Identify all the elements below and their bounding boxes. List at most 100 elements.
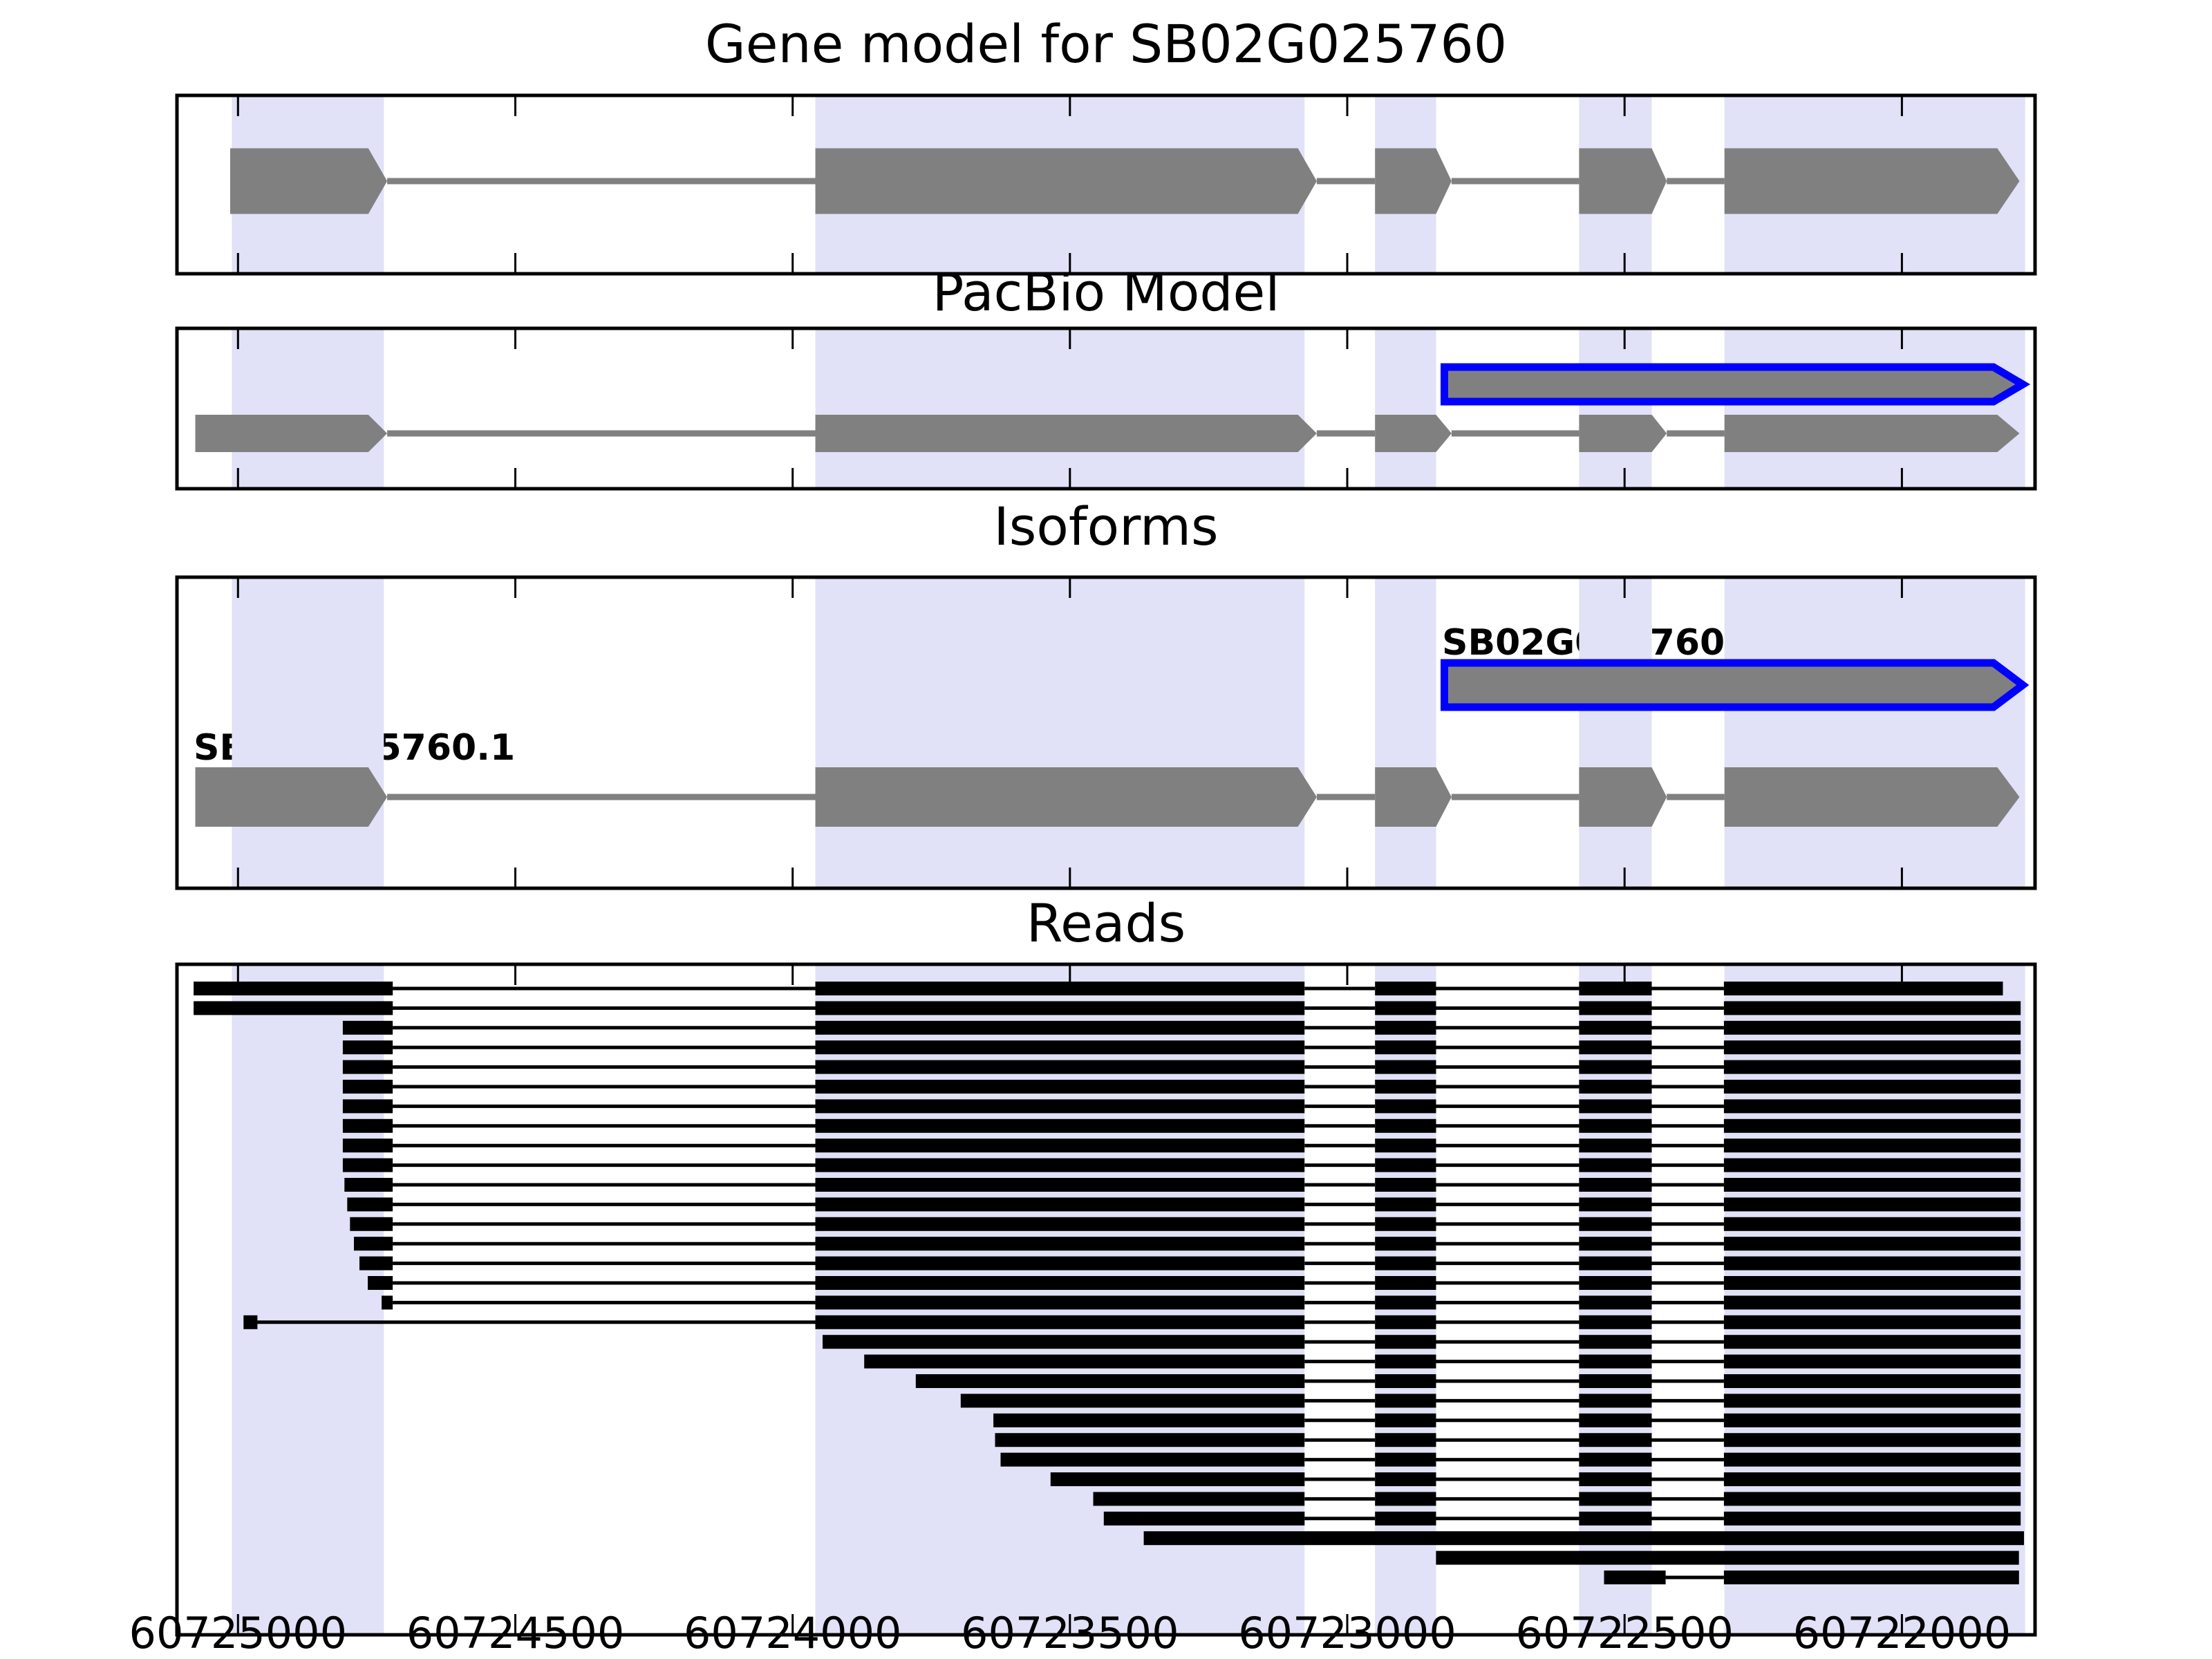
read-segment bbox=[815, 1020, 1305, 1035]
read-segment bbox=[1723, 1217, 2021, 1231]
read-segment bbox=[350, 1217, 393, 1231]
panel-border bbox=[175, 962, 2037, 1637]
read-segment bbox=[1723, 1237, 2021, 1251]
read-segment bbox=[342, 1138, 393, 1153]
read-segment bbox=[960, 1394, 1305, 1408]
read-segment bbox=[1579, 1118, 1652, 1133]
read-segment bbox=[1579, 1394, 1652, 1408]
read-segment bbox=[1375, 1413, 1436, 1427]
read-segment bbox=[1723, 1158, 2021, 1172]
exon-arrow bbox=[1724, 148, 2020, 214]
read-segment bbox=[1375, 1020, 1436, 1035]
exon-band bbox=[1579, 328, 1652, 489]
read-segment bbox=[347, 1197, 393, 1212]
exon-band bbox=[232, 328, 384, 489]
read-segment bbox=[815, 1178, 1305, 1192]
read-segment bbox=[342, 1118, 393, 1133]
read-segment bbox=[1375, 1335, 1436, 1349]
read-segment bbox=[342, 1080, 393, 1094]
read-segment bbox=[1375, 1354, 1436, 1369]
read-segment bbox=[815, 1295, 1305, 1310]
panel-reads bbox=[175, 962, 2037, 1637]
read-segment bbox=[1375, 1452, 1436, 1467]
read-segment bbox=[1143, 1531, 2024, 1546]
read-segment bbox=[1723, 1374, 2021, 1388]
exon-arrow bbox=[1724, 415, 2020, 452]
exon-band bbox=[1375, 577, 1436, 888]
read-segment bbox=[1723, 1118, 2021, 1133]
read-segment bbox=[1375, 1394, 1436, 1408]
exon-arrow bbox=[230, 148, 388, 214]
read-segment bbox=[354, 1237, 393, 1251]
read-segment bbox=[368, 1276, 393, 1290]
exon-band bbox=[815, 328, 1305, 489]
isoforms-panel-title: Isoforms bbox=[993, 496, 1219, 557]
exon-arrow bbox=[815, 148, 1317, 214]
read-segment bbox=[1579, 1237, 1652, 1251]
read-segment bbox=[1723, 1276, 2021, 1290]
read-segment bbox=[1436, 1550, 2019, 1565]
reads-panel-title: Reads bbox=[1026, 892, 1186, 954]
read-segment bbox=[1579, 1276, 1652, 1290]
read-segment bbox=[1375, 1158, 1436, 1172]
read-segment bbox=[815, 1118, 1305, 1133]
read-segment bbox=[1579, 1197, 1652, 1212]
read-segment bbox=[1579, 1335, 1652, 1349]
exon-band bbox=[1375, 328, 1436, 489]
x-tick-label: 60722500 bbox=[1515, 1608, 1734, 1658]
read-segment bbox=[1579, 1413, 1652, 1427]
read-segment bbox=[1723, 1433, 2021, 1447]
read-segment bbox=[1375, 1276, 1436, 1290]
read-segment bbox=[1375, 1080, 1436, 1094]
read-segment bbox=[815, 1217, 1305, 1231]
read-segment bbox=[1375, 1040, 1436, 1055]
read-segment bbox=[1375, 1118, 1436, 1133]
read-segment bbox=[342, 1020, 393, 1035]
exon-arrow bbox=[1579, 767, 1667, 827]
exon-arrow bbox=[1375, 767, 1452, 827]
read-segment bbox=[864, 1354, 1305, 1369]
exon-band bbox=[232, 964, 384, 1635]
exon-arrow bbox=[195, 767, 388, 827]
read-segment bbox=[1375, 1374, 1436, 1388]
exon-arrow bbox=[1579, 148, 1667, 214]
read-segment bbox=[1723, 1394, 2021, 1408]
highlighted-isoform-arrow bbox=[1441, 363, 2031, 406]
read-segment bbox=[1375, 1060, 1436, 1074]
read-segment bbox=[1579, 1315, 1652, 1329]
read-segment bbox=[1375, 1295, 1436, 1310]
exon-band bbox=[815, 577, 1305, 888]
read-segment bbox=[1579, 1099, 1652, 1114]
read-segment bbox=[1579, 1080, 1652, 1094]
x-tick-label: 60724000 bbox=[684, 1608, 902, 1658]
read-segment bbox=[993, 1413, 1305, 1427]
read-segment bbox=[815, 1138, 1305, 1153]
panel-isoforms bbox=[175, 575, 2037, 890]
read-segment bbox=[815, 1060, 1305, 1074]
read-segment bbox=[194, 1001, 393, 1015]
read-segment bbox=[1103, 1511, 1305, 1526]
read-segment bbox=[815, 1256, 1305, 1271]
read-segment bbox=[815, 1237, 1305, 1251]
read-segment bbox=[815, 982, 1305, 995]
read-segment bbox=[1000, 1452, 1305, 1467]
read-segment bbox=[1579, 1256, 1652, 1271]
read-segment bbox=[359, 1256, 393, 1271]
read-segment bbox=[1579, 1354, 1652, 1369]
read-segment bbox=[1723, 1354, 2021, 1369]
read-segment bbox=[342, 1158, 393, 1172]
read-segment bbox=[815, 1099, 1305, 1114]
read-segment bbox=[1375, 1492, 1436, 1506]
read-segment bbox=[1723, 1315, 2021, 1329]
read-segment bbox=[344, 1178, 393, 1192]
read-segment bbox=[194, 982, 393, 995]
read-segment bbox=[815, 1040, 1305, 1055]
read-segment bbox=[1723, 1571, 2019, 1584]
exon-arrow bbox=[1375, 415, 1452, 452]
exon-band bbox=[232, 577, 384, 888]
read-segment bbox=[823, 1335, 1305, 1349]
read-segment bbox=[815, 1315, 1305, 1329]
read-segment bbox=[1579, 1217, 1652, 1231]
